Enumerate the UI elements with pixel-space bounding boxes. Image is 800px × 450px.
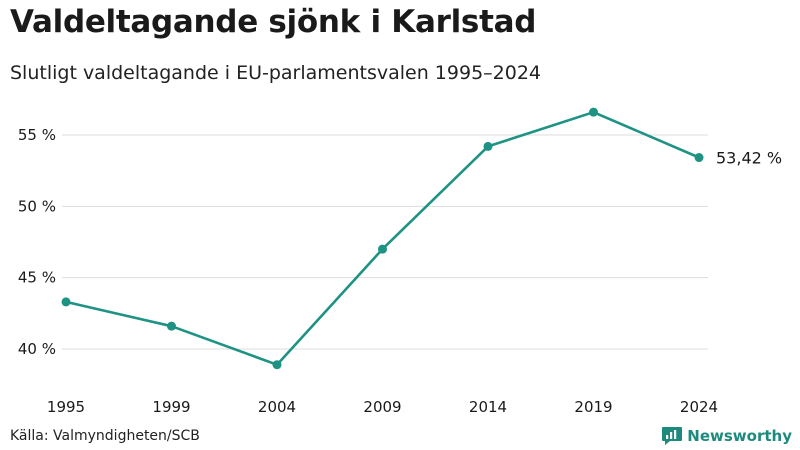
x-tick-label: 2009: [363, 398, 401, 416]
data-point: [167, 321, 176, 331]
newsworthy-logo-icon: [662, 427, 683, 445]
data-point: [589, 107, 598, 117]
x-axis-tick-labels: 1995 1999 2004 2009 2014 2019 2024: [47, 398, 718, 416]
data-point: [272, 360, 282, 370]
end-value-label: 53,42 %: [716, 149, 782, 168]
series-line-layer: [64, 110, 701, 367]
data-point: [61, 297, 71, 307]
x-tick-label: 2019: [574, 398, 612, 416]
y-tick-label: 50 %: [18, 197, 56, 215]
gridlines: [62, 134, 708, 350]
y-tick-label: 55 %: [18, 126, 56, 144]
data-point: [378, 244, 387, 254]
x-tick-label: 2024: [680, 398, 718, 416]
y-axis-tick-labels: 40 % 45 % 50 % 55 %: [18, 126, 56, 358]
chart-subtitle: Slutligt valdeltagande i EU-parlamentsva…: [10, 62, 542, 84]
data-point: [483, 141, 493, 151]
brand-name: Newsworthy: [687, 427, 792, 445]
x-tick-label: 1999: [152, 398, 190, 416]
data-labels: 53,42 %: [716, 149, 782, 168]
data-point: [694, 153, 704, 163]
chart-title: Valdeltagande sjönk i Karlstad: [10, 4, 537, 40]
x-tick-label: 2014: [469, 398, 507, 416]
y-tick-label: 45 %: [18, 269, 56, 287]
source-note: Källa: Valmyndigheten/SCB: [10, 428, 200, 444]
x-tick-label: 2004: [258, 398, 296, 416]
data-points: [61, 107, 704, 370]
series-line: [64, 110, 701, 367]
brand-logo: Newsworthy: [661, 426, 792, 446]
x-tick-label: 1995: [47, 398, 85, 416]
y-tick-label: 40 %: [18, 340, 56, 358]
